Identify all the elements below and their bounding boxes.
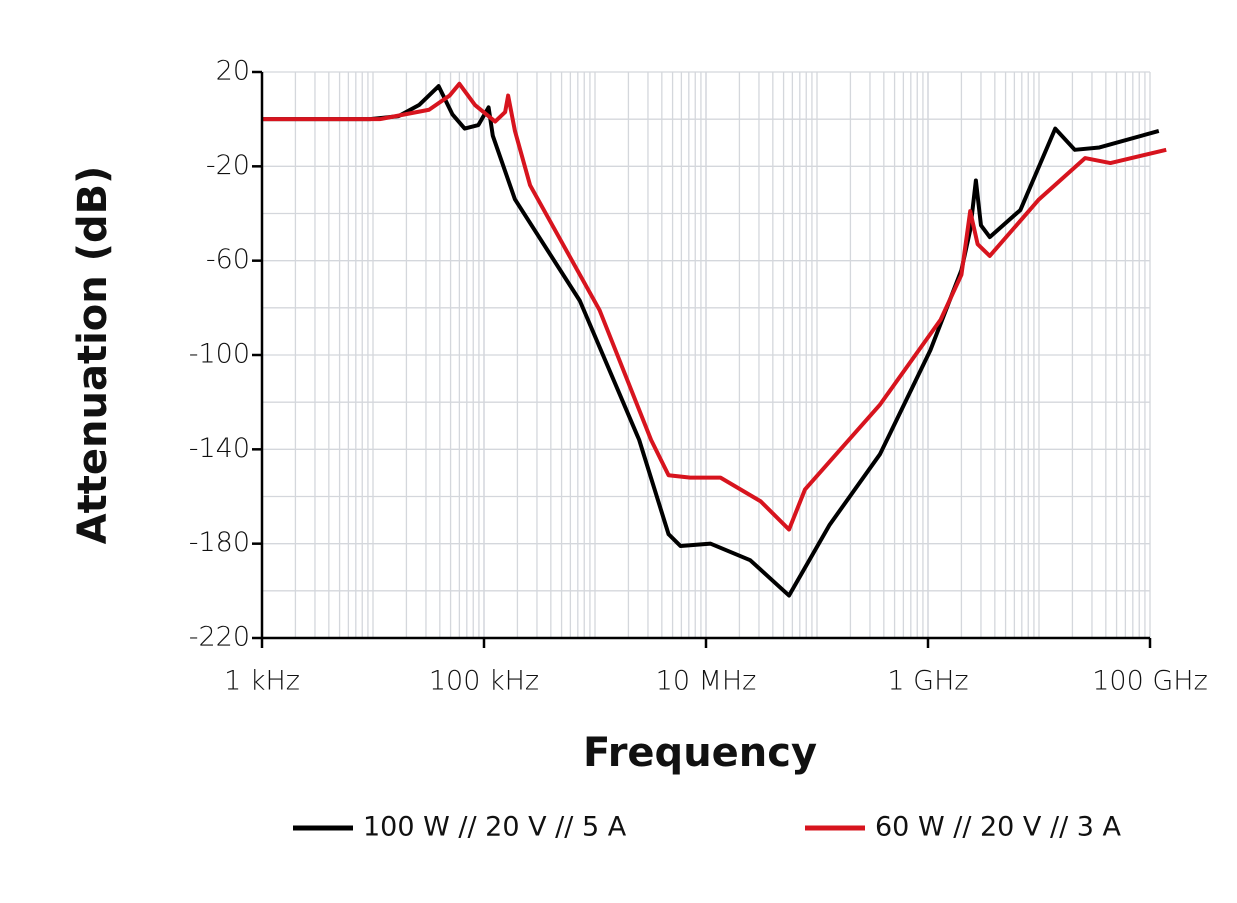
legend-label: 100 W // 20 V // 5 A <box>363 812 627 843</box>
y-tick-label: -20 <box>206 150 250 181</box>
plot <box>262 81 1167 598</box>
x-tick-label: 100 GHz <box>1092 666 1208 697</box>
y-tick-label: -220 <box>189 622 250 653</box>
series-line <box>262 84 1160 598</box>
y-tick-label: 20 <box>216 56 250 87</box>
y-tick-label: -180 <box>189 527 250 558</box>
x-tick-label: 10 MHz <box>656 666 757 697</box>
y-tick-label: -60 <box>206 244 250 275</box>
y-tick-label: -100 <box>189 339 250 370</box>
series-line <box>262 81 1167 532</box>
x-tick-label: 100 kHz <box>429 666 539 697</box>
x-tick-label: 1 GHz <box>887 666 968 697</box>
x-axis-label: Frequency <box>583 730 817 776</box>
y-axis-label: Attenuation (dB) <box>70 166 116 545</box>
x-tick-label: 1 kHz <box>224 666 300 697</box>
grid <box>261 71 1151 639</box>
legend-label: 60 W // 20 V // 3 A <box>875 812 1122 843</box>
y-tick-label: -140 <box>189 433 250 464</box>
